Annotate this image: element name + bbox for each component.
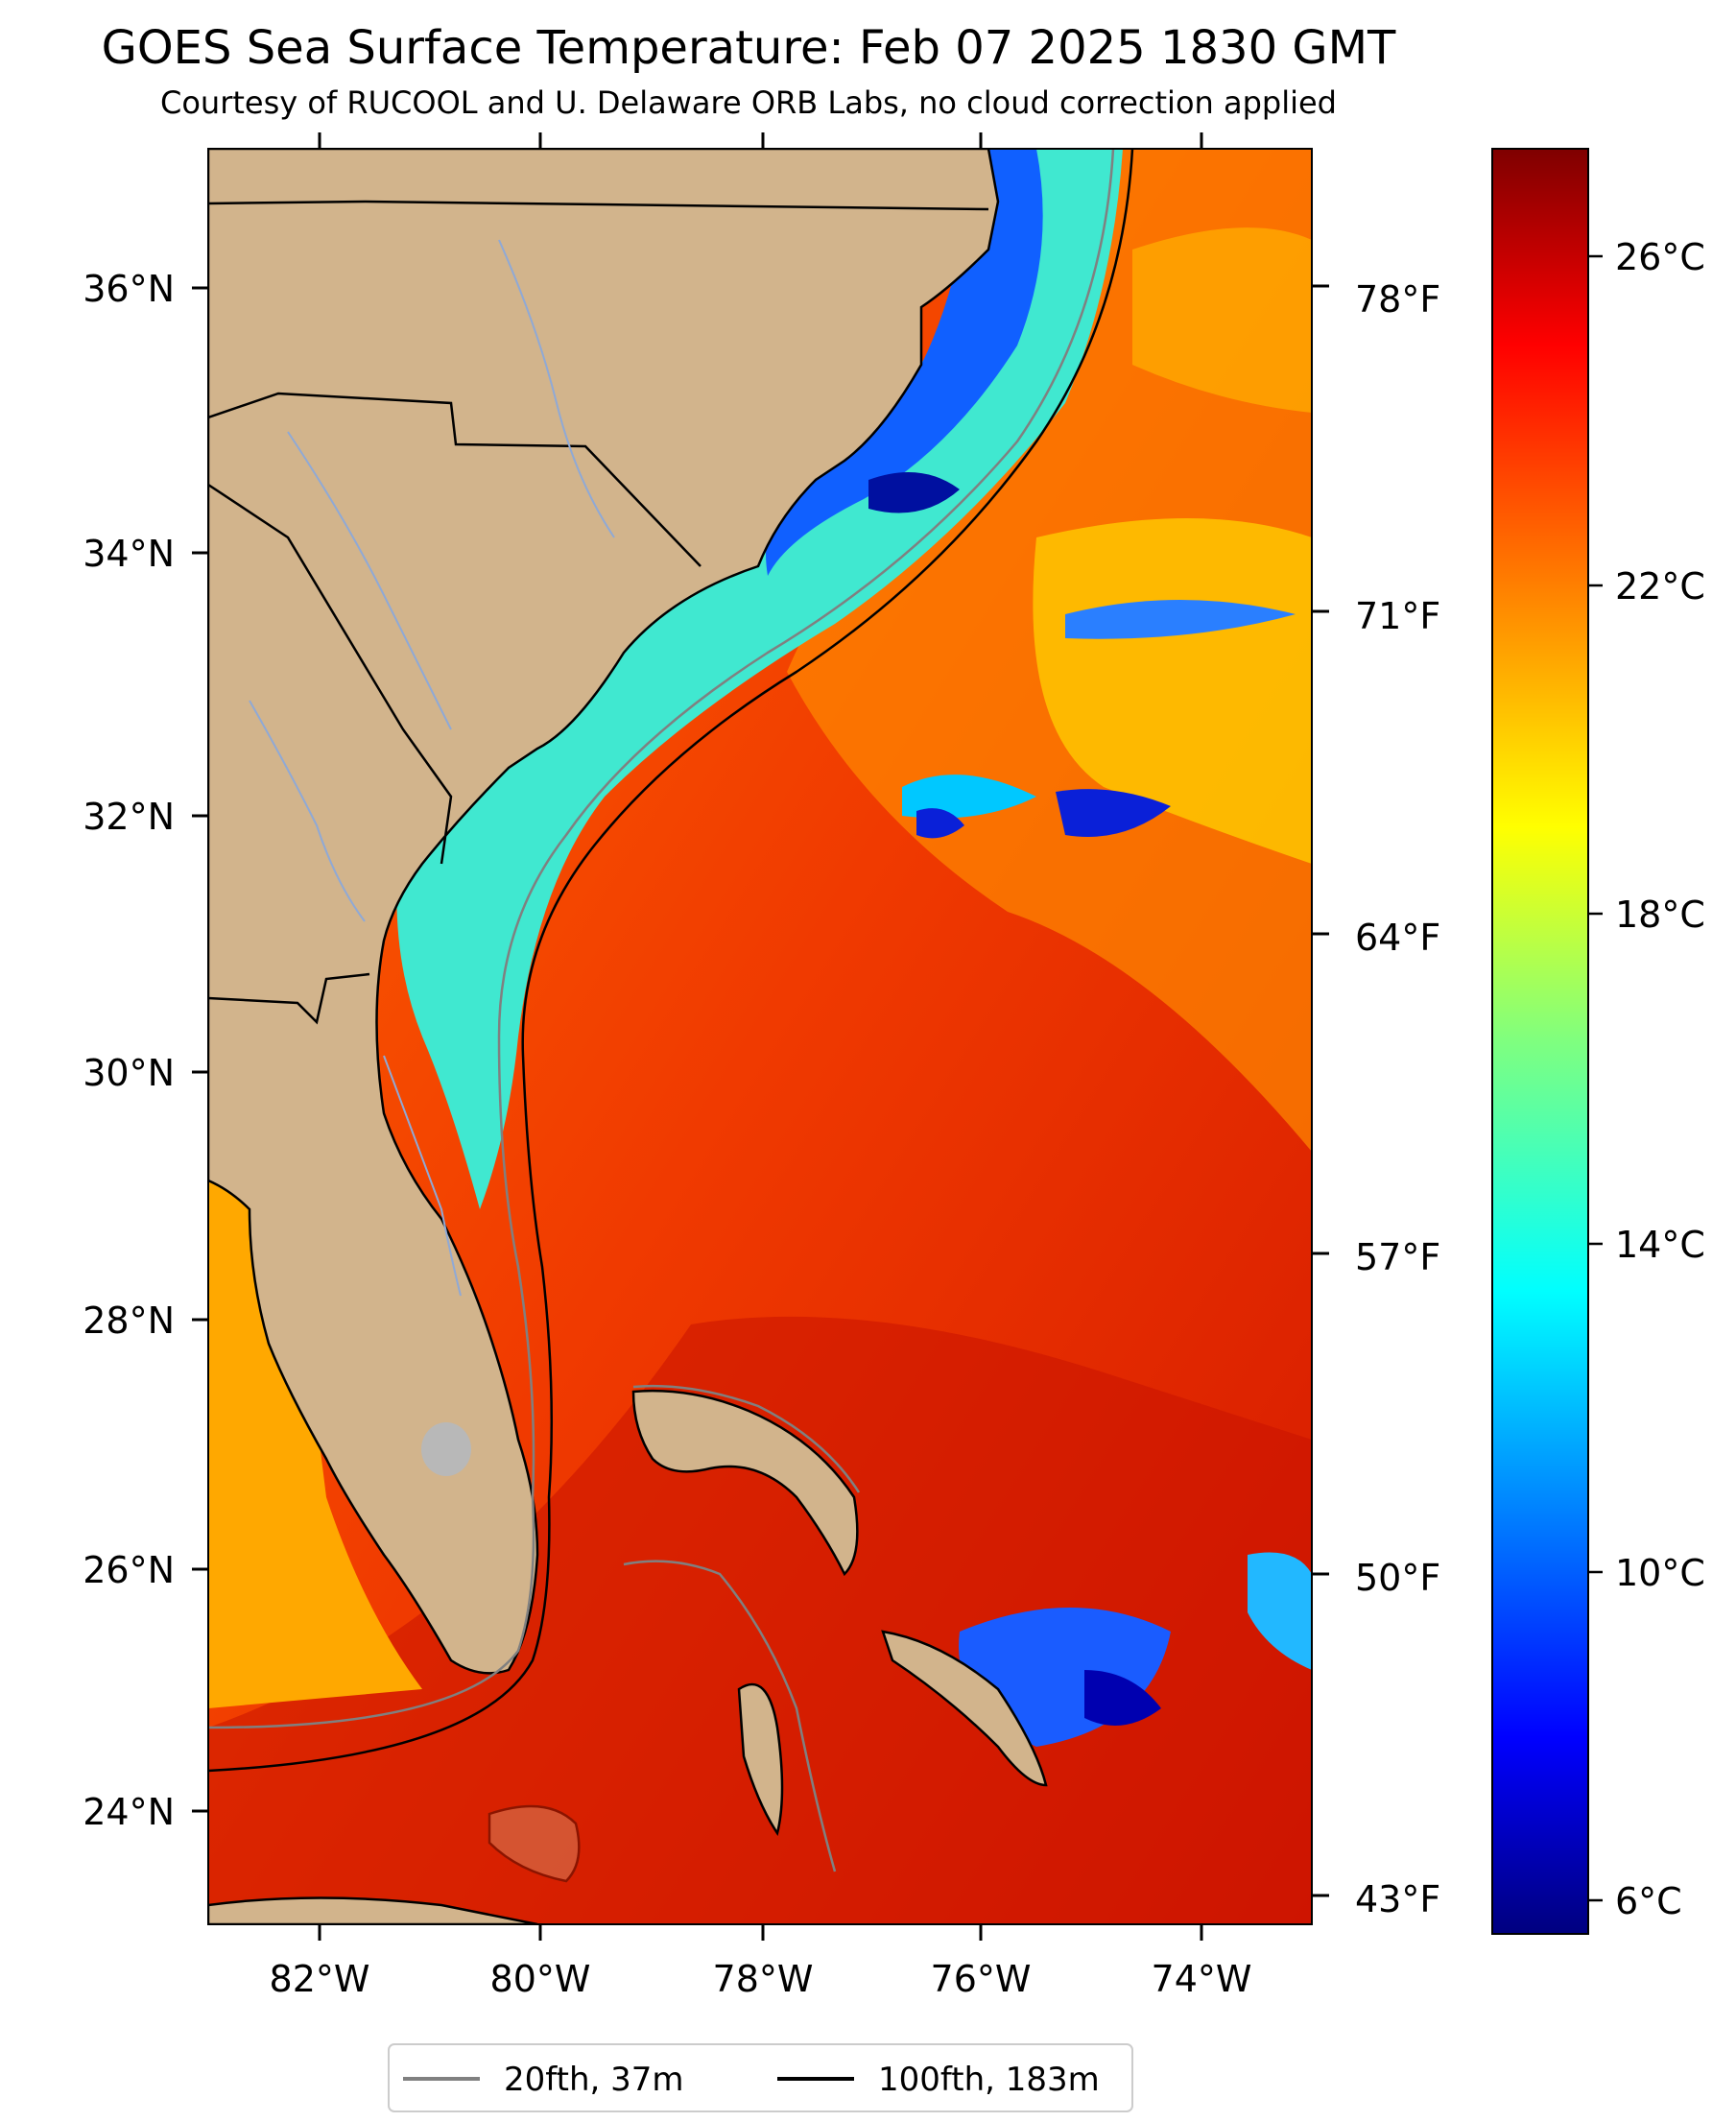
latitude-axis: 36°N 34°N 32°N 30°N 28°N 26°N 24°N <box>83 268 208 1833</box>
lake-okeechobee <box>421 1422 471 1476</box>
river-1 <box>498 239 615 538</box>
cool-east-edge <box>1248 1552 1312 1670</box>
f-label-71: 71°F <box>1355 595 1440 637</box>
cuba-coast <box>208 1896 538 1924</box>
legend: 20fth, 37m 100fth, 183m <box>388 2043 1133 2112</box>
grand-bahama-abaco <box>631 1389 859 1577</box>
legend-label-100fth: 100fth, 183m <box>878 2061 1100 2099</box>
isobath-tongue-20fth <box>623 1560 837 1872</box>
andros-island <box>737 1682 784 1837</box>
us-mainland <box>208 149 1000 1675</box>
cold-streak-2 <box>1065 600 1296 639</box>
longitude-axis: 82°W 80°W 78°W 76°W 74°W <box>270 132 1252 2000</box>
colorbar-gradient <box>1491 148 1589 1935</box>
lon-label-78: 78°W <box>713 1958 814 2000</box>
border-sc-ga <box>208 483 453 865</box>
border-ga-fl <box>208 972 370 1025</box>
lat-label-36: 36°N <box>83 268 175 310</box>
map-frame <box>207 148 1313 1925</box>
colorbar: 26°C 22°C 18°C 14°C 10°C 6°C <box>1491 148 1705 1935</box>
border-va-nc <box>208 200 989 211</box>
eleuthera-exuma <box>881 1630 1048 1787</box>
cb-label-22: 22°C <box>1615 565 1705 608</box>
f-label-78: 78°F <box>1355 278 1440 321</box>
isobath-20fth <box>208 149 1115 1729</box>
lat-label-28: 28°N <box>83 1299 175 1342</box>
fahrenheit-axis: 78°F 71°F 64°F 57°F 50°F 43°F <box>1312 278 1440 1920</box>
lat-label-26: 26°N <box>83 1549 175 1591</box>
river-st-johns <box>383 1055 462 1297</box>
isobath-100fth <box>208 149 1134 1773</box>
f-label-64: 64°F <box>1355 917 1440 959</box>
f-label-57: 57°F <box>1355 1236 1440 1278</box>
map-panel <box>208 149 1312 1924</box>
legend-box <box>388 2043 1133 2112</box>
legend-label-20fth: 20fth, 37m <box>504 2061 684 2099</box>
cold-streak-1 <box>902 775 1036 819</box>
lon-label-80: 80°W <box>490 1958 591 2000</box>
isobath-bahamas-20fth <box>632 1384 861 1493</box>
cb-label-14: 14°C <box>1615 1224 1705 1266</box>
cb-label-10: 10°C <box>1615 1552 1705 1594</box>
river-2 <box>287 431 452 730</box>
f-label-43: 43°F <box>1355 1878 1440 1920</box>
cold-nearshore-core <box>868 472 960 513</box>
cb-label-18: 18°C <box>1615 894 1705 936</box>
yellow-patch-ne <box>1132 227 1312 413</box>
lat-label-24: 24°N <box>83 1791 175 1833</box>
border-nc-sc <box>208 392 702 567</box>
cb-label-26: 26°C <box>1615 236 1705 278</box>
lat-label-34: 34°N <box>83 533 175 575</box>
cold-bahamas-core <box>1084 1670 1161 1726</box>
lon-label-76: 76°W <box>931 1958 1032 2000</box>
cb-label-6: 6°C <box>1615 1880 1682 1922</box>
cuba-shelf <box>488 1804 581 1883</box>
map-subtitle: Courtesy of RUCOOL and U. Delaware ORB L… <box>160 84 1337 121</box>
lon-label-74: 74°W <box>1152 1958 1252 2000</box>
cold-eddy-2 <box>916 808 964 839</box>
river-3 <box>249 700 366 922</box>
map-title: GOES Sea Surface Temperature: Feb 07 202… <box>101 21 1396 75</box>
lon-label-82: 82°W <box>270 1958 370 2000</box>
f-label-50: 50°F <box>1355 1557 1440 1599</box>
lat-label-32: 32°N <box>83 796 175 838</box>
cold-eddy-1 <box>1056 789 1171 837</box>
lat-label-30: 30°N <box>83 1052 175 1094</box>
